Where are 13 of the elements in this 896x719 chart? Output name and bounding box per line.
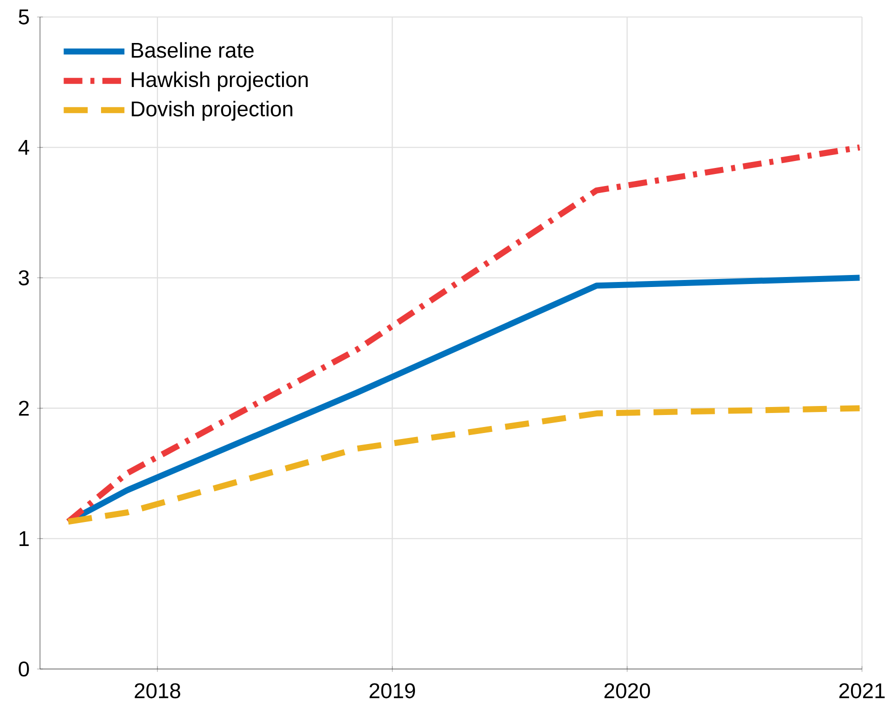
- legend-label: Hawkish projection: [132, 71, 308, 92]
- legend-label: Dovish projection: [132, 100, 292, 121]
- x-tick-label: 2021: [839, 683, 885, 698]
- legend-label: Baseline rate: [132, 42, 254, 58]
- x-tick-label: 2020: [604, 683, 650, 698]
- x-tick-label: 2019: [370, 683, 415, 698]
- x-tick-label: 2018: [134, 683, 180, 698]
- y-tick-label: 5: [18, 10, 29, 24]
- y-tick-label: 1: [20, 531, 29, 546]
- y-tick-label: 0: [18, 661, 29, 677]
- y-tick-label: 3: [18, 270, 29, 286]
- y-tick-label: 4: [18, 140, 30, 155]
- y-tick-label: 2: [18, 400, 29, 416]
